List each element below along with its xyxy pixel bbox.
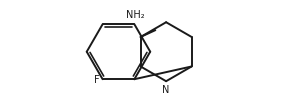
Text: F: F: [94, 75, 99, 85]
Text: N: N: [162, 85, 170, 95]
Text: NH₂: NH₂: [126, 10, 144, 20]
